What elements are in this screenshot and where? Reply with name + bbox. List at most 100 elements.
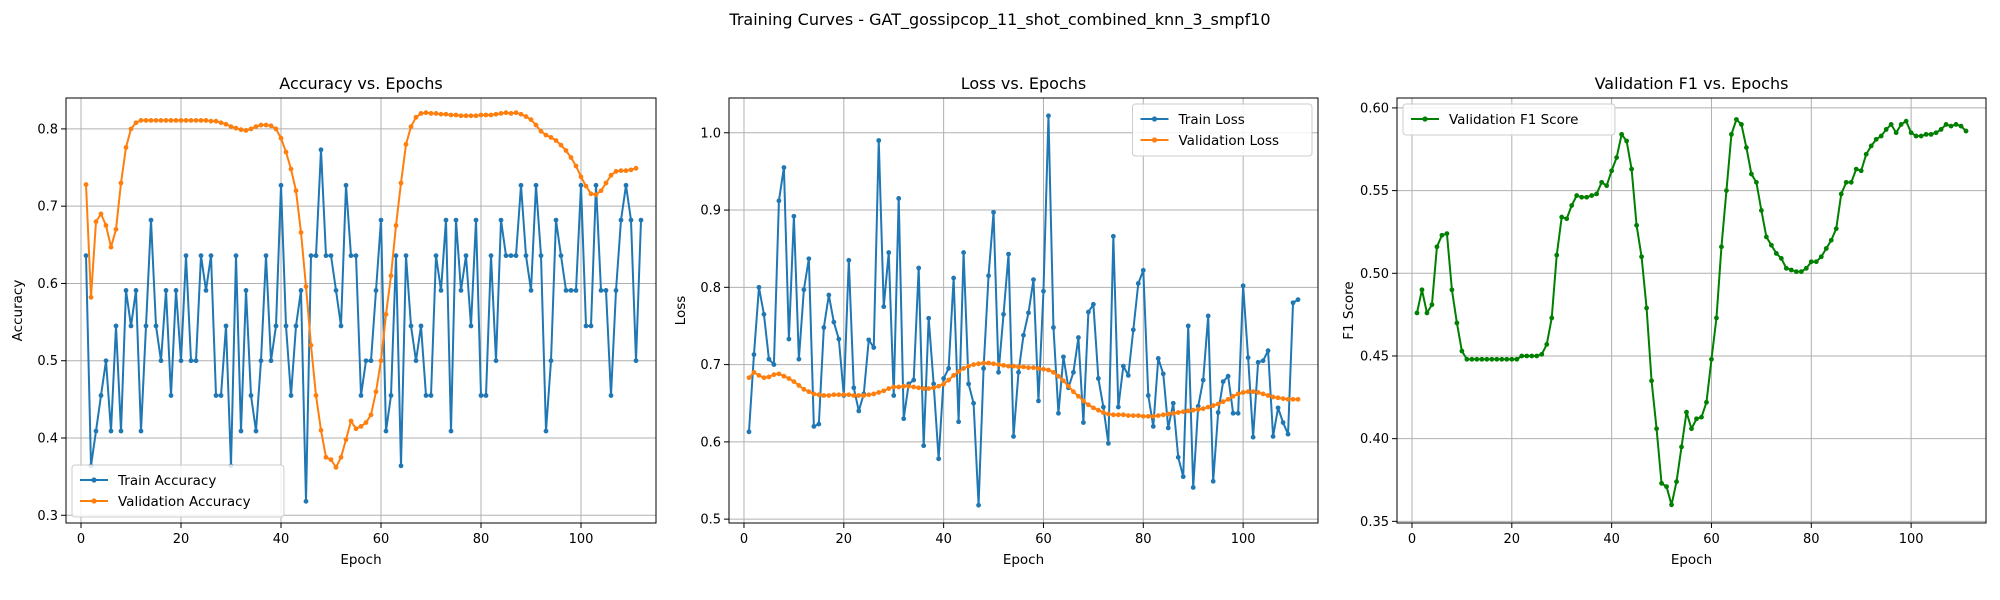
data-point bbox=[1439, 232, 1445, 238]
data-point bbox=[946, 377, 952, 383]
data-point bbox=[383, 428, 389, 434]
data-point bbox=[88, 294, 94, 300]
legend-label: Train Loss bbox=[1178, 112, 1245, 128]
series-line-1 bbox=[85, 148, 642, 503]
data-point bbox=[1120, 412, 1126, 418]
data-point bbox=[473, 113, 479, 119]
data-point bbox=[1434, 244, 1440, 250]
data-point bbox=[1858, 168, 1864, 174]
data-point bbox=[1474, 356, 1480, 362]
data-point bbox=[1863, 151, 1869, 157]
data-point bbox=[598, 188, 604, 194]
data-point bbox=[1724, 188, 1729, 194]
data-point bbox=[876, 390, 882, 395]
data-point bbox=[966, 363, 971, 369]
x-tick-label: 100 bbox=[1231, 532, 1256, 547]
data-point bbox=[223, 323, 229, 329]
subplot-title: Validation F1 vs. Epochs bbox=[1595, 74, 1789, 93]
data-point bbox=[1649, 378, 1654, 384]
data-point bbox=[558, 253, 564, 259]
data-point bbox=[1245, 389, 1251, 395]
data-point bbox=[1614, 155, 1620, 160]
data-point bbox=[1290, 396, 1296, 402]
data-point bbox=[1669, 502, 1674, 508]
y-axis-label: F1 Score bbox=[1341, 281, 1357, 339]
data-point bbox=[936, 456, 942, 462]
data-point bbox=[443, 217, 449, 223]
data-point bbox=[1509, 356, 1515, 362]
data-point bbox=[1210, 478, 1216, 484]
data-point bbox=[148, 118, 154, 123]
data-point bbox=[528, 288, 534, 293]
data-point bbox=[1758, 208, 1764, 213]
data-point bbox=[238, 428, 244, 434]
data-point bbox=[1559, 214, 1565, 220]
data-point bbox=[213, 118, 219, 124]
data-point bbox=[1011, 363, 1016, 369]
data-point bbox=[638, 217, 644, 223]
data-point bbox=[473, 217, 479, 223]
data-point bbox=[1155, 356, 1161, 361]
data-point bbox=[178, 118, 184, 123]
data-point bbox=[548, 358, 554, 364]
data-point bbox=[1105, 411, 1111, 417]
data-point bbox=[153, 323, 159, 329]
data-point bbox=[1674, 479, 1679, 485]
data-point bbox=[573, 163, 579, 169]
data-point bbox=[811, 424, 817, 429]
data-point bbox=[896, 384, 902, 390]
data-point bbox=[841, 392, 847, 398]
data-point bbox=[1051, 325, 1056, 330]
data-point bbox=[618, 168, 624, 174]
data-point bbox=[168, 393, 174, 398]
data-point bbox=[1095, 407, 1101, 413]
data-point bbox=[881, 304, 887, 310]
data-point bbox=[1749, 171, 1754, 177]
data-point bbox=[1071, 369, 1076, 375]
data-point bbox=[268, 123, 274, 129]
data-point bbox=[961, 366, 966, 371]
legend-swatch-marker bbox=[91, 477, 97, 483]
data-point bbox=[1763, 234, 1769, 240]
data-point bbox=[1853, 166, 1859, 172]
data-point bbox=[966, 381, 971, 387]
data-point bbox=[746, 429, 752, 435]
data-point bbox=[443, 111, 449, 117]
data-point bbox=[1090, 301, 1096, 307]
data-point bbox=[1494, 356, 1500, 362]
data-point bbox=[408, 124, 414, 129]
data-point bbox=[851, 393, 857, 398]
data-point bbox=[931, 385, 937, 391]
data-point bbox=[163, 118, 169, 123]
data-point bbox=[503, 253, 509, 259]
data-point bbox=[573, 288, 579, 293]
data-point bbox=[1085, 402, 1091, 408]
data-point bbox=[1744, 145, 1749, 151]
data-point bbox=[393, 253, 399, 259]
data-point bbox=[1280, 420, 1286, 425]
data-point bbox=[1011, 434, 1016, 439]
x-axis-label: Epoch bbox=[340, 552, 381, 568]
data-point bbox=[568, 288, 574, 293]
data-point bbox=[513, 110, 519, 116]
data-point bbox=[1270, 434, 1276, 439]
data-point bbox=[1100, 404, 1106, 410]
y-axis-label: Loss bbox=[673, 296, 689, 326]
data-point bbox=[781, 373, 787, 379]
data-point bbox=[1260, 358, 1266, 364]
data-point bbox=[1150, 424, 1156, 429]
x-tick-label: 80 bbox=[1803, 532, 1820, 547]
data-point bbox=[1823, 246, 1829, 251]
data-point bbox=[1071, 389, 1076, 395]
data-point bbox=[761, 375, 767, 381]
data-point bbox=[298, 288, 304, 293]
data-point bbox=[413, 358, 419, 364]
data-point bbox=[1265, 348, 1271, 354]
data-point bbox=[588, 191, 594, 197]
data-point bbox=[1125, 373, 1131, 378]
data-point bbox=[1838, 191, 1844, 197]
data-point bbox=[1768, 242, 1774, 248]
data-point bbox=[996, 362, 1001, 367]
data-point bbox=[1081, 420, 1086, 425]
data-point bbox=[1125, 413, 1131, 418]
